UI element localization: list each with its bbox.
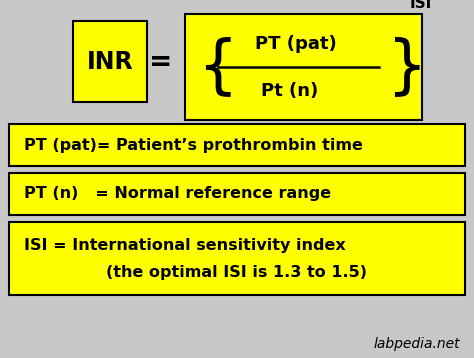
Text: INR: INR xyxy=(87,50,134,74)
Text: PT (pat)= Patient’s prothrombin time: PT (pat)= Patient’s prothrombin time xyxy=(24,138,363,153)
Text: Pt (n): Pt (n) xyxy=(261,82,318,100)
Text: ISI: ISI xyxy=(410,0,432,11)
FancyBboxPatch shape xyxy=(9,124,465,166)
Text: (the optimal ISI is 1.3 to 1.5): (the optimal ISI is 1.3 to 1.5) xyxy=(107,265,367,280)
FancyBboxPatch shape xyxy=(73,21,147,102)
Text: PT (n)   = Normal reference range: PT (n) = Normal reference range xyxy=(24,186,331,201)
Text: $\}$: $\}$ xyxy=(386,35,421,99)
Text: $\{$: $\{$ xyxy=(197,35,231,99)
FancyBboxPatch shape xyxy=(9,222,465,295)
Text: ISI = International sensitivity index: ISI = International sensitivity index xyxy=(24,238,346,252)
Text: =: = xyxy=(149,48,173,76)
Text: labpedia.net: labpedia.net xyxy=(373,337,460,351)
Text: PT (pat): PT (pat) xyxy=(255,35,337,53)
FancyBboxPatch shape xyxy=(185,14,422,120)
FancyBboxPatch shape xyxy=(9,173,465,215)
